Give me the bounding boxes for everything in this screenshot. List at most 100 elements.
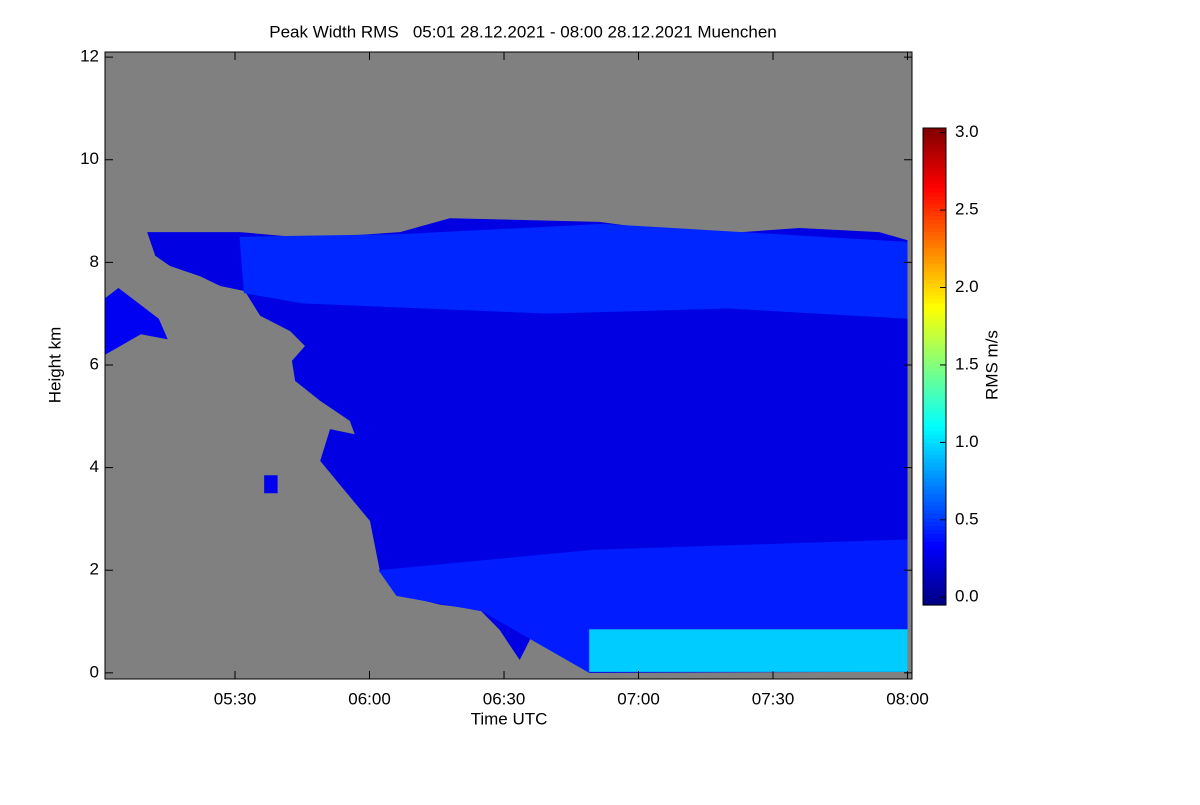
colorbar-segment bbox=[923, 279, 946, 284]
colorbar-segment bbox=[923, 509, 946, 515]
colorbar-segment bbox=[923, 167, 946, 173]
colorbar-segment bbox=[923, 358, 946, 364]
colorbar-segment bbox=[923, 302, 946, 308]
colorbar-segment bbox=[923, 390, 946, 395]
colorbar-segment bbox=[923, 318, 946, 324]
x-tick-label: 07:00 bbox=[617, 689, 660, 708]
colorbar-segment bbox=[923, 263, 946, 268]
colorbar-segment bbox=[923, 577, 946, 582]
colorbar-segment bbox=[923, 231, 946, 236]
colorbar-segment bbox=[923, 549, 946, 554]
echo-region bbox=[264, 475, 278, 494]
colorbar-segment bbox=[923, 593, 946, 598]
y-tick-label: 0 bbox=[90, 662, 99, 681]
colorbar-segment bbox=[923, 398, 946, 403]
colorbar-segment bbox=[923, 128, 946, 133]
colorbar-segment bbox=[923, 438, 946, 443]
colorbar-segment bbox=[923, 537, 946, 542]
colorbar-segment bbox=[923, 541, 946, 546]
colorbar-segment bbox=[923, 406, 946, 411]
colorbar-segment bbox=[923, 255, 946, 260]
colorbar-segment bbox=[923, 271, 946, 276]
colorbar-segment bbox=[923, 259, 946, 264]
colorbar-segment bbox=[923, 191, 946, 197]
colorbar-segment bbox=[923, 465, 946, 471]
colorbar-segment bbox=[923, 326, 946, 332]
colorbar-tick-label: 0.0 bbox=[955, 587, 979, 606]
colorbar-tick-label: 1.0 bbox=[955, 432, 979, 451]
colorbar-segment bbox=[923, 597, 946, 602]
colorbar-segment bbox=[923, 569, 946, 574]
colorbar-segment bbox=[923, 227, 946, 232]
colorbar-segment bbox=[923, 545, 946, 550]
y-tick-label: 8 bbox=[90, 252, 99, 271]
colorbar-segment bbox=[923, 402, 946, 407]
colorbar-segment bbox=[923, 525, 946, 531]
echo-region bbox=[105, 288, 168, 355]
colorbar-segment bbox=[923, 135, 946, 141]
colorbar-segment bbox=[923, 147, 946, 153]
colorbar-segment bbox=[923, 386, 946, 391]
colorbar-tick-label: 0.5 bbox=[955, 509, 979, 528]
colorbar-segment bbox=[923, 501, 946, 507]
colorbar-segment bbox=[923, 350, 946, 356]
colorbar-segment bbox=[923, 461, 946, 467]
colorbar-segment bbox=[923, 267, 946, 272]
colorbar-segment bbox=[923, 394, 946, 399]
x-tick-label: 06:00 bbox=[348, 689, 391, 708]
colorbar-segment bbox=[923, 354, 946, 360]
x-tick-label: 06:30 bbox=[483, 689, 526, 708]
chart-title: Peak Width RMS 05:01 28.12.2021 - 08:00 … bbox=[269, 22, 777, 41]
colorbar-segment bbox=[923, 442, 946, 447]
colorbar-segment bbox=[923, 517, 946, 523]
colorbar-segment bbox=[923, 251, 946, 256]
y-tick-label: 6 bbox=[90, 354, 99, 373]
colorbar-segment bbox=[923, 374, 946, 380]
colorbar-segment bbox=[923, 283, 946, 288]
colorbar-segment bbox=[923, 529, 946, 535]
colorbar-segment bbox=[923, 469, 946, 475]
colorbar-segment bbox=[923, 211, 946, 217]
colorbar-tick-label: 3.0 bbox=[955, 122, 979, 141]
colorbar-segment bbox=[923, 382, 946, 387]
colorbar-segment bbox=[923, 497, 946, 503]
colorbar-segment bbox=[923, 553, 946, 558]
colorbar-segment bbox=[923, 493, 946, 499]
colorbar-segment bbox=[923, 171, 946, 177]
x-tick-label: 07:30 bbox=[752, 689, 795, 708]
colorbar-segment bbox=[923, 187, 946, 193]
colorbar-segment bbox=[923, 219, 946, 224]
echo-region bbox=[378, 539, 908, 673]
colorbar-segment bbox=[923, 378, 946, 383]
y-axis-label: Height km bbox=[45, 327, 64, 404]
colorbar-segment bbox=[923, 346, 946, 352]
colorbar-segment bbox=[923, 557, 946, 562]
colorbar-segment bbox=[923, 159, 946, 165]
colorbar-segment bbox=[923, 585, 946, 590]
colorbar-segment bbox=[923, 410, 946, 415]
colorbar-segment bbox=[923, 489, 946, 495]
colorbar-segment bbox=[923, 581, 946, 586]
colorbar-segment bbox=[923, 163, 946, 169]
colorbar-segment bbox=[923, 426, 946, 431]
colorbar-segment bbox=[923, 473, 946, 479]
colorbar-segment bbox=[923, 143, 946, 149]
colorbar-tick-label: 2.0 bbox=[955, 277, 979, 296]
colorbar-segment bbox=[923, 294, 946, 300]
x-tick-label: 08:00 bbox=[886, 689, 929, 708]
echo-region bbox=[589, 629, 908, 672]
colorbar-segment bbox=[923, 195, 946, 201]
colorbar-segment bbox=[923, 275, 946, 280]
colorbar-segment bbox=[923, 342, 946, 348]
colorbar-segment bbox=[923, 203, 946, 209]
colorbar-segment bbox=[923, 561, 946, 566]
colorbar-segment bbox=[923, 330, 946, 336]
colorbar-segment bbox=[923, 239, 946, 244]
colorbar-segment bbox=[923, 446, 946, 451]
colorbar-segment bbox=[923, 290, 946, 296]
colorbar-segment bbox=[923, 139, 946, 145]
colorbar-segment bbox=[923, 314, 946, 320]
colorbar-segment bbox=[923, 601, 946, 606]
colorbar-segment bbox=[923, 366, 946, 372]
colorbar-segment bbox=[923, 533, 946, 539]
